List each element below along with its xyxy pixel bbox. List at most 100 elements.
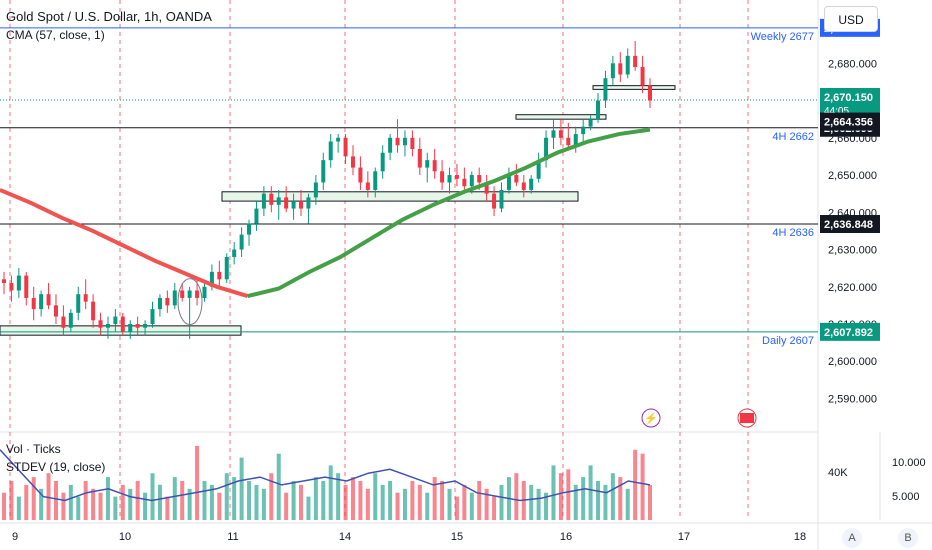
volume-bar [314,477,318,520]
volume-bar [477,481,481,520]
candle-body [596,101,600,120]
volume-bar [32,477,36,520]
volume-bar [247,481,251,520]
x-tick-label: 14 [339,531,351,543]
x-tick-label: 16 [560,531,572,543]
candle-body [165,298,169,305]
volume-bar [91,489,95,520]
volume-bar [180,481,184,520]
price-tick-label: 2,620.000 [828,282,877,294]
volume-bar [403,489,407,520]
candle-body [254,209,258,224]
cma-price-text: 2,664.356 [824,117,873,129]
volume-bar [329,465,333,520]
candle-body [566,138,570,145]
candle-body [240,235,244,250]
candle-body [626,56,630,75]
volume-bar [61,493,65,520]
price-tick-label: 2,630.000 [828,245,877,257]
candle-body [2,279,6,283]
candle-body [388,138,392,153]
candle-body [641,67,645,86]
candle-body [232,250,236,257]
candle-body [455,175,459,179]
volume-bar [388,481,392,520]
log-scale-button[interactable]: B [898,528,918,548]
volume-bar [113,497,117,520]
chart-title: Gold Spot / U.S. Dollar, 1h, OANDA [6,9,212,24]
x-tick-label: 9 [12,531,18,543]
candle-body [462,179,466,186]
candle-body [136,324,140,328]
candle-body [269,194,273,205]
currency-button[interactable]: USD [824,6,878,32]
volume-bar [344,485,348,520]
price-tick-label: 2,590.000 [828,393,877,405]
volume-bar [54,481,58,520]
volume-bar [136,481,140,520]
candle-body [418,149,422,168]
volume-bar [69,485,73,520]
candle-body [76,294,80,313]
price-tick-label: 2,680.000 [828,58,877,70]
volume-bar [366,489,370,520]
candle-body [188,290,192,297]
support-zone [222,192,578,201]
candle-body [381,153,385,172]
volume-legend: Vol · Ticks [6,442,61,456]
volume-bar [277,454,281,520]
candle-body [54,305,58,316]
volume-bar [143,493,147,520]
volume-bar [195,446,199,520]
candle-body [351,156,355,167]
volume-bar [299,485,303,520]
candle-body [180,290,184,297]
candle-body [514,175,518,182]
volume-bar [358,481,362,520]
candle-body [329,142,333,161]
volume-bar [99,493,103,520]
volume-bar [470,493,474,520]
x-tick-label: 15 [451,531,463,543]
candle-body [396,138,400,145]
level-label: 4H 2662 [772,131,814,143]
candle-body [433,160,437,171]
candle-body [292,201,296,208]
stdev-legend: STDEV (19, close) [6,460,105,474]
candle-body [225,257,229,279]
volume-bar [440,481,444,520]
candle-body [9,283,13,290]
candle-body [99,320,103,327]
volume-bar [373,473,377,520]
stdev-axis-label: 5.000 [892,491,920,503]
candle-body [522,182,526,189]
level-price-tag-text: 2,607.892 [824,327,873,339]
support-zone [516,115,606,119]
volume-bar [433,477,437,520]
level-price-tag-text: 2,636.848 [824,219,873,231]
candle-body [32,298,36,309]
volume-bar [121,485,125,520]
candle-body [151,309,155,324]
volume-bar [381,485,385,520]
us-flag-stripes [740,413,754,423]
candle-body [321,160,325,182]
candle-body [551,130,555,137]
candle-body [589,119,593,126]
volume-bar [24,485,28,520]
candle-body [306,197,310,208]
volume-bar [2,493,6,520]
volume-bar [76,497,80,520]
candle-body [17,276,21,291]
indicator-legend: CMA (57, close, 1) [6,28,105,42]
candle-body [202,287,206,298]
stdev-axis-label: 10.000 [892,457,926,469]
volume-bar [9,481,13,520]
candle-body [299,201,303,208]
candle-body [403,138,407,145]
price-tick-label: 2,600.000 [828,356,877,368]
candle-body [358,168,362,183]
auto-scale-button[interactable]: A [842,528,862,548]
candle-body [128,324,132,331]
